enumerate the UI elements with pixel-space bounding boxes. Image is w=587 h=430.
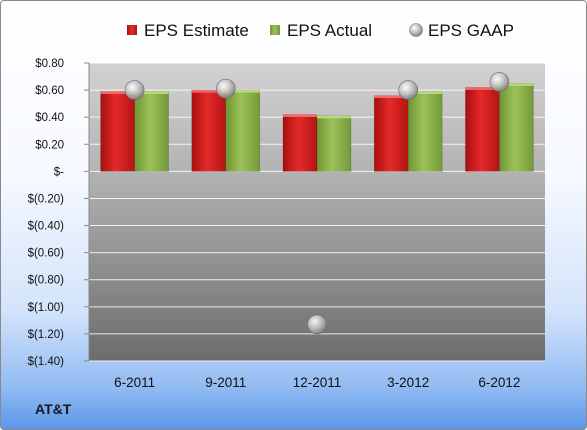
bar-eps-actual [225,89,261,172]
y-tick-label: $(1.40) [28,356,65,368]
bar-top-highlight [499,83,534,86]
y-tick-label: $0.80 [35,58,64,70]
y-tick-label: $0.40 [35,112,64,124]
bar-top-highlight [134,91,169,94]
bar-top-highlight [283,114,317,117]
bar-top-highlight [225,90,260,93]
bar-eps-estimate [373,95,409,172]
legend-label: EPS GAAP [428,21,514,40]
y-tick-label: $0.60 [35,85,64,97]
bar-eps-actual [134,91,169,172]
marker-eps-gaap [307,314,327,335]
legend-label: EPS Estimate [144,21,249,40]
x-tick-label: 12-2011 [293,375,342,390]
bar-top-highlight [408,91,443,94]
y-axis: $0.80 $0.60 $0.40 $0.20 $- $(0.20) $(0.40) $(0.… [28,58,90,368]
legend-label: EPS Actual [287,21,372,40]
x-axis: 6-2011 9-2011 12-2011 3-2012 6-2012 [114,375,520,390]
bar-top-highlight [191,90,226,93]
bar-top-highlight [100,91,135,94]
y-tick-label: $0.20 [35,139,64,151]
bar-eps-estimate [191,89,227,172]
bar-eps-estimate [465,87,500,172]
bar-eps-estimate [282,114,318,172]
marker-eps-gaap [398,80,419,100]
bar-eps-estimate [100,91,135,172]
bar-top-highlight [317,115,351,119]
legend: EPS Estimate EPS Actual EPS GAAP [127,21,514,40]
y-tick-label: $(1.20) [28,329,65,341]
x-tick-label: 9-2011 [205,375,246,390]
y-tick-label: $(0.40) [28,221,65,233]
legend-swatch [270,25,280,35]
company-label: AT&T [35,401,72,417]
y-tick-label: $(0.60) [28,248,65,260]
bar-eps-actual [316,115,352,172]
bar-eps-actual [499,83,534,172]
x-tick-label: 3-2012 [387,375,429,390]
bar-top-highlight [374,95,409,99]
bar-top-highlight [465,87,500,90]
y-tick-label: $(0.20) [28,193,65,205]
legend-swatch [409,23,423,37]
bar-eps-actual [407,91,443,172]
x-tick-label: 6-2011 [114,375,155,390]
y-tick-label: $(0.80) [28,275,65,287]
y-tick-label: $(1.00) [28,302,65,314]
bars [100,83,534,172]
y-tick-label: $- [54,166,64,178]
marker-eps-gaap [124,80,145,100]
gaap-markers [124,72,510,335]
marker-eps-gaap [216,78,236,99]
legend-swatch [127,25,137,35]
x-tick-label: 6-2012 [478,375,520,390]
marker-eps-gaap [489,72,510,92]
